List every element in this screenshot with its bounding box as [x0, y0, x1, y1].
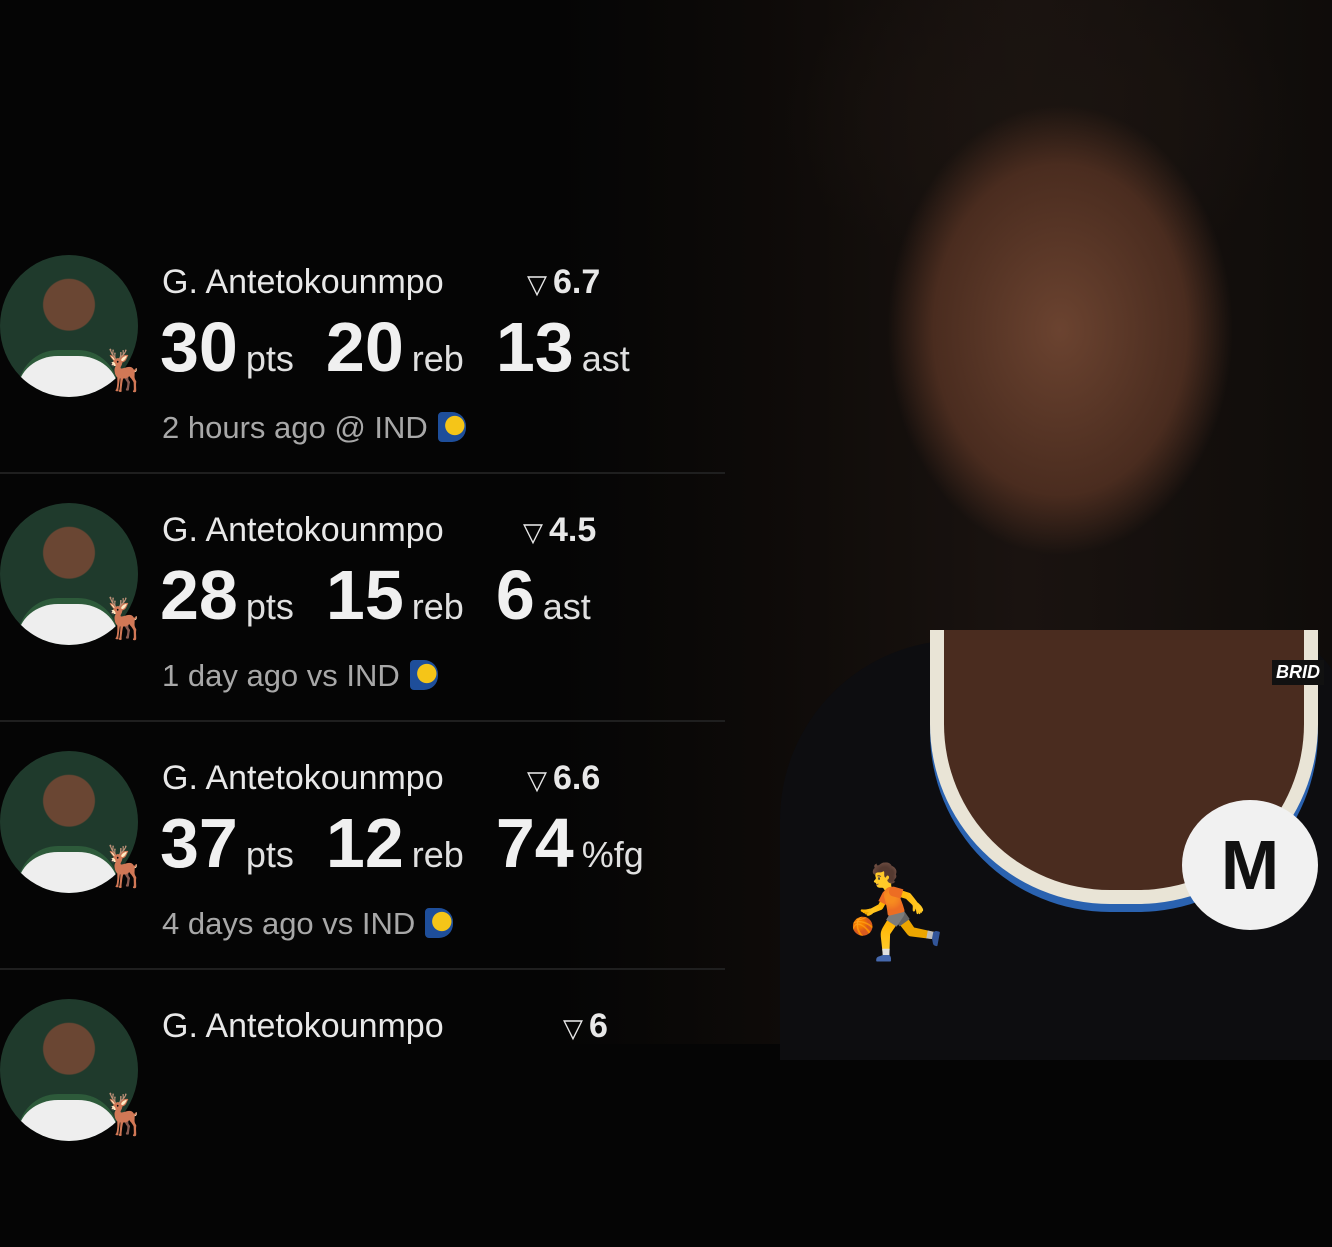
- game-card[interactable]: 🦌 G. Antetokounmpo ▽ 6.6 37 pts 12 reb 74 %fg 4 …: [0, 751, 725, 999]
- pacers-logo-icon: [409, 660, 438, 690]
- divider: [0, 472, 725, 474]
- stat-unit: pts: [245, 586, 294, 627]
- stat-unit: reb: [411, 338, 464, 379]
- bucks-logo-icon: 🦌: [100, 349, 150, 393]
- stat-unit: %fg: [581, 834, 644, 875]
- game-card[interactable]: 🦌 G. Antetokounmpo ▽ 6.7 30 pts 20 reb 13 ast 2 …: [0, 255, 725, 503]
- rating: ▽ 6: [563, 1007, 608, 1045]
- player-name: G. Antetokounmpo: [162, 511, 444, 549]
- stat-value: 37: [160, 804, 238, 882]
- stat-value: 12: [325, 804, 404, 882]
- bucks-logo-icon: 🦌: [100, 597, 150, 641]
- rating-icon: ▽: [527, 269, 547, 299]
- stat-unit: ast: [581, 338, 630, 379]
- stat-unit: pts: [245, 834, 294, 875]
- bucks-logo-icon: 🦌: [100, 845, 150, 889]
- stat-value: 28: [160, 556, 238, 634]
- divider: [0, 720, 725, 722]
- jumpman-logo: ⛹: [840, 863, 953, 963]
- pacers-logo-icon: [437, 412, 466, 442]
- jersey-patch-text: BRID: [1272, 660, 1324, 685]
- player-avatar: [0, 751, 138, 893]
- stat-line: 37 pts 12 reb 74 %fg: [160, 803, 676, 883]
- player-avatar: [0, 503, 138, 645]
- divider: [0, 968, 725, 970]
- rating: ▽ 4.5: [523, 511, 597, 549]
- rating-icon: ▽: [527, 765, 547, 795]
- stat-unit: pts: [245, 338, 294, 379]
- stat-value: 13: [495, 308, 574, 386]
- player-avatar: [0, 255, 138, 397]
- player-name: G. Antetokounmpo: [162, 759, 444, 797]
- stat-value: 30: [160, 308, 238, 386]
- stat-value: 6: [495, 556, 535, 634]
- player-name: G. Antetokounmpo: [162, 1007, 444, 1045]
- stat-line: 28 pts 15 reb 6 ast: [160, 555, 623, 635]
- stat-value: 20: [325, 308, 404, 386]
- game-info: 4 days ago vs IND: [162, 906, 454, 942]
- rating: ▽ 6.7: [527, 263, 601, 301]
- motorola-logo: M: [1182, 800, 1318, 930]
- stat-line: 30 pts 20 reb 13 ast: [160, 307, 662, 387]
- rating-icon: ▽: [523, 517, 543, 547]
- rating: ▽ 6.6: [527, 759, 601, 797]
- pacers-logo-icon: [425, 908, 454, 938]
- bucks-logo-icon: 🦌: [100, 1093, 150, 1137]
- player-name: G. Antetokounmpo: [162, 263, 444, 301]
- stat-value: 74: [495, 804, 574, 882]
- rating-icon: ▽: [563, 1013, 583, 1043]
- stat-unit: reb: [411, 586, 464, 627]
- stat-value: 15: [325, 556, 404, 634]
- stat-unit: reb: [411, 834, 464, 875]
- stat-unit: ast: [542, 586, 591, 627]
- game-info: 2 hours ago @ IND: [162, 410, 466, 446]
- game-info: 1 day ago vs IND: [162, 658, 438, 694]
- game-card[interactable]: 🦌 G. Antetokounmpo ▽ 6: [0, 999, 725, 1247]
- game-card[interactable]: 🦌 G. Antetokounmpo ▽ 4.5 28 pts 15 reb 6 ast 1 d…: [0, 503, 725, 751]
